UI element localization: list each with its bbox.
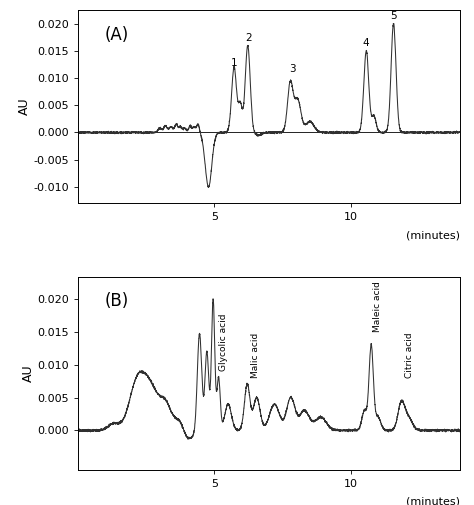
Text: (minutes): (minutes) [406, 497, 460, 505]
Text: (A): (A) [105, 26, 129, 43]
Text: 4: 4 [363, 38, 369, 48]
Text: (minutes): (minutes) [406, 230, 460, 240]
Text: Citric acid: Citric acid [405, 332, 414, 378]
Text: 3: 3 [289, 64, 295, 74]
Text: Glycolic acid: Glycolic acid [219, 314, 228, 372]
Text: (B): (B) [105, 292, 129, 310]
Text: 2: 2 [245, 33, 252, 43]
Text: Maleic acid: Maleic acid [373, 281, 382, 332]
Text: Malic acid: Malic acid [251, 333, 260, 378]
Text: 5: 5 [390, 11, 396, 21]
Y-axis label: AU: AU [22, 364, 35, 382]
Y-axis label: AU: AU [18, 98, 31, 116]
Text: 1: 1 [231, 58, 237, 68]
